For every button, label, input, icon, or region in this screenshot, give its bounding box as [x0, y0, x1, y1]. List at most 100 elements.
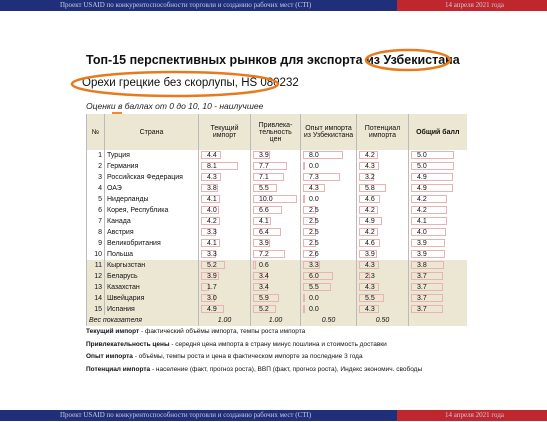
score-cell: 3.7: [408, 282, 467, 293]
legend-line: Текущий импорт - фактический объёмы импо…: [86, 326, 422, 339]
legend-term: Текущий импорт: [86, 328, 140, 335]
country: Кыргызстан: [104, 260, 199, 271]
score-cell: 4.2: [356, 150, 409, 161]
score-bar: [303, 206, 316, 214]
table-row: 7 Канада 4.2 4.1 2.5 4.9 4.1: [86, 216, 467, 227]
score-value: 4.6: [365, 240, 375, 247]
score-cell: 3.9: [356, 249, 409, 260]
score-bar: [359, 239, 381, 247]
legend-term: Привлекательность цены: [86, 340, 170, 348]
country: Беларусь: [104, 271, 199, 282]
score-cell: 4.0: [198, 205, 251, 216]
table-row: 15 Испания 4.9 5.2 0.0 4.3 3.7: [86, 304, 467, 315]
score-bar: [359, 250, 377, 258]
column-header: Потенциал импорта: [356, 114, 409, 150]
score-cell: 4.3: [356, 260, 409, 271]
country: Турция: [104, 150, 199, 161]
score-value: 3.9: [259, 240, 269, 247]
legend-text: - середня цена импорта в страну минус по…: [171, 340, 387, 348]
row-number: 4: [86, 183, 105, 194]
row-number: 15: [86, 304, 105, 315]
score-value: 4.2: [365, 229, 375, 236]
score-value: 3.7: [417, 295, 427, 302]
score-bar: [303, 184, 325, 192]
score-bar: [201, 195, 220, 203]
score-cell: 5.9: [250, 293, 301, 304]
score-cell: 3.3: [198, 227, 251, 238]
score-value: 4.9: [207, 306, 217, 313]
subtitle: Орехи грецкие без скорлупы, HS 080232: [82, 77, 299, 89]
score-value: 4.0: [207, 207, 217, 214]
score-bar: [411, 239, 445, 247]
score-bar: [359, 162, 379, 170]
score-cell: 0.6: [250, 260, 301, 271]
score-value: 4.9: [417, 174, 427, 181]
score-cell: 5.5: [300, 282, 357, 293]
score-cell: 3.7: [408, 271, 467, 282]
footer-bar: Проект USAID по конкурентоспособности то…: [0, 410, 547, 421]
legend: Текущий импорт - фактический объёмы импо…: [86, 326, 422, 376]
score-bar: [303, 173, 340, 181]
score-bar: [411, 151, 455, 159]
header-bar: Проект USAID по конкурентоспособности то…: [0, 0, 547, 11]
row-number: 11: [86, 260, 105, 271]
legend-text: - население (факт, прогноз роста), ВВП (…: [151, 365, 423, 373]
country: ОАЭ: [104, 183, 199, 194]
score-value: 4.3: [309, 185, 319, 192]
score-bar: [411, 294, 444, 302]
row-number: 7: [86, 216, 105, 227]
score-cell: 4.9: [408, 183, 467, 194]
score-cell: 7.1: [250, 172, 301, 183]
country: Канада: [104, 216, 199, 227]
score-cell: 3.9: [250, 150, 301, 161]
column-header: Привлека-тельность цен: [250, 114, 301, 150]
score-value: 3.7: [417, 273, 427, 280]
score-bar: [303, 151, 343, 159]
score-bar: [359, 305, 379, 313]
score-value: 2.5: [309, 240, 319, 247]
country: Корея, Республика: [104, 205, 199, 216]
score-cell: 5.2: [198, 260, 251, 271]
project-name: Проект USAID по конкурентоспособности то…: [60, 1, 312, 9]
score-bar: [359, 283, 379, 291]
score-value: 4.2: [417, 207, 427, 214]
legend-text: - объёмы, темпы роста и цена в фактическ…: [134, 353, 363, 360]
legend-line: Привлекательность цены - середня цена им…: [86, 339, 422, 352]
score-value: 3.4: [259, 273, 269, 280]
score-bar: [411, 250, 445, 258]
score-cell: 7.7: [250, 161, 301, 172]
score-cell: 1.7: [198, 282, 251, 293]
score-value: 5.5: [309, 284, 319, 291]
weight-value: 1.00: [250, 315, 301, 326]
score-bar: [201, 151, 222, 159]
score-value: 4.2: [417, 196, 427, 203]
score-bar: [253, 294, 279, 302]
score-bar: [253, 217, 272, 225]
score-bar: [303, 305, 305, 313]
score-bar: [359, 173, 374, 181]
score-value: 3.4: [259, 284, 269, 291]
score-cell: 5.8: [356, 183, 409, 194]
score-cell: 4.2: [408, 205, 467, 216]
empty-cell: [408, 315, 467, 326]
score-bar: [253, 305, 276, 313]
score-bar: [411, 162, 455, 170]
table-row: 5 Нидерланды 4.1 10.0 0.0 4.6 4.2: [86, 194, 467, 205]
score-bar: [359, 228, 379, 236]
row-number: 9: [86, 238, 105, 249]
score-bar: [303, 228, 316, 236]
score-value: 6.6: [259, 207, 269, 214]
score-cell: 3.9: [408, 249, 467, 260]
score-bar: [359, 195, 381, 203]
score-bar: [411, 283, 444, 291]
score-cell: 6.6: [250, 205, 301, 216]
score-value: 0.6: [259, 262, 269, 269]
score-cell: 4.1: [198, 194, 251, 205]
score-cell: 3.0: [198, 293, 251, 304]
score-bar: [201, 250, 217, 258]
score-cell: 2.5: [300, 205, 357, 216]
column-header: Текущий импорт: [198, 114, 251, 150]
score-cell: 2.5: [300, 216, 357, 227]
row-number: 5: [86, 194, 105, 205]
score-bar: [253, 206, 283, 214]
